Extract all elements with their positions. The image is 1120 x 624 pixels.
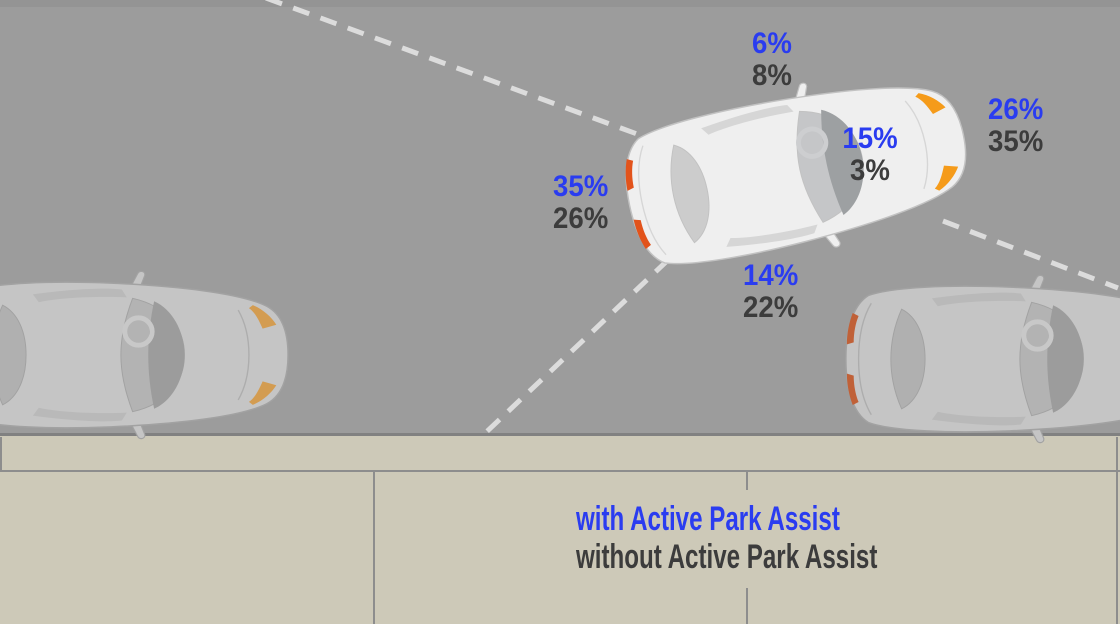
legend: with Active Park Assist without Active P… [552,490,930,588]
legend-with-label: with Active Park Assist [576,500,840,538]
sidewalk-joint-vertical [0,437,2,470]
stat-right: 26% 35% [988,94,1043,158]
sidewalk: with Active Park Assist without Active P… [0,433,1120,624]
stat-bottom-without: 22% [743,291,799,324]
stat-top-with: 6% [752,27,792,60]
road-far-edge [0,0,1120,7]
stat-left-with: 35% [553,170,609,203]
stat-windshield-with: 15% [842,122,898,155]
parked-car-right [845,275,1120,443]
stat-windshield-without: 3% [850,154,890,187]
stat-left: 35% 26% [553,171,608,235]
stat-bottom-with: 14% [743,259,799,292]
curb-edge [0,433,1120,436]
trajectory-dash-reverse [478,258,670,440]
sidewalk-joint-horizontal [0,470,1120,472]
stat-left-without: 26% [553,202,609,235]
sidewalk-joint-vertical [373,472,375,624]
trajectory-dash-clearance [942,218,1119,291]
stat-right-with: 26% [988,93,1044,126]
parked-car-left [0,271,289,439]
sidewalk-joint-vertical [1116,437,1118,624]
stat-bottom: 14% 22% [743,260,798,324]
legend-without-label: without Active Park Assist [576,538,878,576]
stat-windshield: 15% 3% [819,123,920,187]
trajectory-dash-entry [265,0,649,141]
stat-top-without: 8% [752,59,792,92]
stat-right-without: 35% [988,125,1044,158]
stat-top: 6% 8% [752,28,792,92]
